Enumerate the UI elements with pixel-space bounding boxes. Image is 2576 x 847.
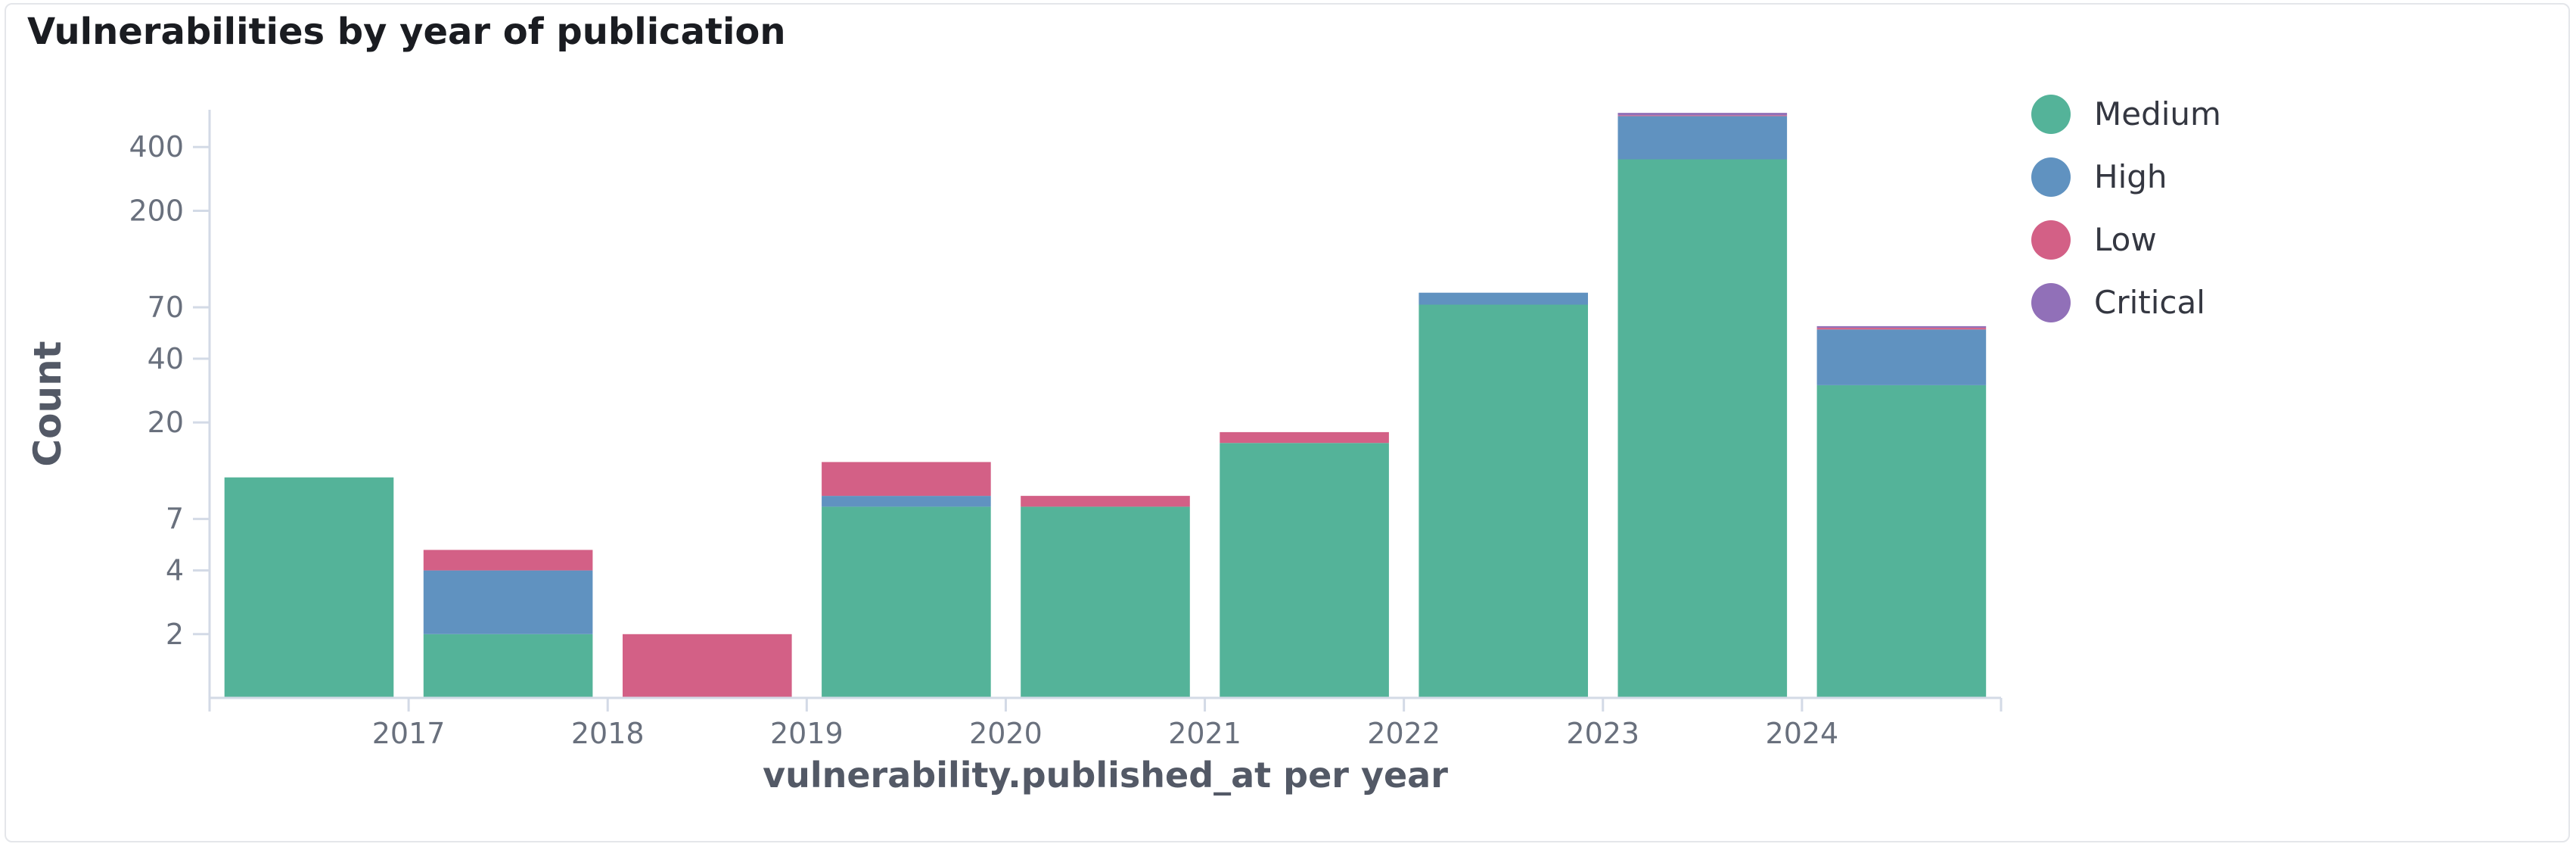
y-tick-label: 4	[166, 554, 184, 587]
legend-label-high[interactable]: High	[2094, 158, 2167, 195]
legend-label-critical[interactable]: Critical	[2094, 284, 2205, 321]
legend-swatch-low[interactable]	[2031, 220, 2071, 260]
bar-critical-2023[interactable]	[1617, 113, 1788, 116]
bar-high-2017[interactable]	[423, 570, 593, 634]
bar-low-2020[interactable]	[1021, 496, 1190, 507]
chart-panel	[5, 3, 2570, 842]
bar-medium-2016[interactable]	[224, 477, 394, 698]
x-tick-label: 2021	[1168, 717, 1241, 750]
legend-swatch-medium[interactable]	[2031, 95, 2071, 134]
x-tick-label: 2024	[1766, 717, 1839, 750]
bar-low-2021[interactable]	[1220, 431, 1389, 444]
legend-swatch-critical[interactable]	[2031, 283, 2071, 322]
bars-layer	[224, 113, 1987, 699]
y-axis: 2 4 7 20 40 70 200 400	[129, 110, 211, 698]
y-tick-label: 2	[166, 618, 184, 651]
y-tick-label: 200	[129, 194, 184, 227]
y-tick-label: 400	[129, 130, 184, 163]
legend-label-low[interactable]: Low	[2094, 221, 2157, 258]
bar-high-2024[interactable]	[1816, 329, 1987, 385]
bar-low-2019[interactable]	[822, 462, 991, 497]
legend: Medium High Low Critical	[2031, 95, 2221, 322]
bar-high-2023[interactable]	[1617, 116, 1788, 160]
chart-title: Vulnerabilities by year of publication	[27, 11, 786, 53]
x-tick-label: 2022	[1367, 717, 1440, 750]
bar-low-2018[interactable]	[623, 634, 792, 698]
y-tick-label: 40	[148, 342, 184, 375]
bar-critical-2024[interactable]	[1816, 325, 1987, 328]
bar-medium-2021[interactable]	[1220, 443, 1389, 698]
bar-medium-2019[interactable]	[822, 506, 991, 698]
legend-label-medium[interactable]: Medium	[2094, 95, 2221, 132]
x-tick-label: 2023	[1566, 717, 1639, 750]
bar-medium-2024[interactable]	[1816, 385, 1987, 698]
legend-swatch-high[interactable]	[2031, 157, 2071, 197]
bar-high-2019[interactable]	[822, 496, 991, 507]
bar-low-2017[interactable]	[423, 550, 593, 571]
y-tick-label: 20	[148, 406, 184, 439]
x-axis-title: vulnerability.published_at per year	[763, 755, 1448, 796]
y-axis-title: Count	[26, 341, 70, 466]
bar-medium-2023[interactable]	[1617, 159, 1788, 699]
bar-medium-2022[interactable]	[1419, 304, 1588, 699]
x-tick-label: 2017	[372, 717, 446, 750]
bar-low-2024[interactable]	[1816, 328, 1987, 330]
bar-low-2023[interactable]	[1617, 115, 1788, 117]
bar-high-2022[interactable]	[1419, 292, 1588, 305]
bar-medium-2017[interactable]	[423, 634, 593, 698]
bar-medium-2020[interactable]	[1021, 506, 1190, 698]
x-tick-label: 2020	[969, 717, 1043, 750]
x-axis: 2017 2018 2019 2020 2021 2022 2023 2024	[208, 696, 2003, 750]
y-tick-label: 70	[148, 291, 184, 324]
y-tick-label: 7	[166, 503, 184, 536]
x-tick-label: 2019	[770, 717, 844, 750]
x-tick-label: 2018	[571, 717, 645, 750]
